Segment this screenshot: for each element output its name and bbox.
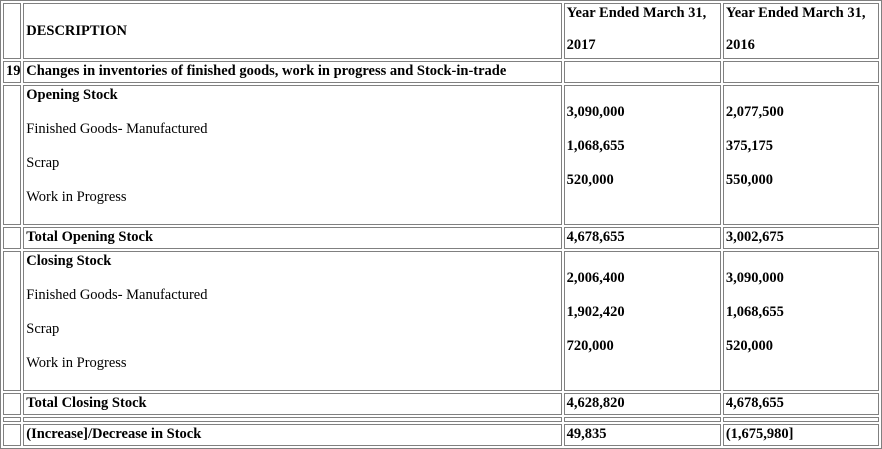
total-closing-num-cell (3, 393, 22, 415)
closing-2017-scrap: 1,902,420 (566, 304, 625, 320)
total-closing-label: Total Closing Stock (23, 393, 562, 415)
closing-heading: Closing Stock (26, 253, 112, 269)
closing-description: Closing Stock Finished Goods- Manufactur… (23, 251, 562, 391)
stock-change-2017: 49,835 (563, 424, 721, 446)
header-year-2017-line2: 2017 (566, 37, 596, 53)
opening-2017-scrap: 1,068,655 (566, 138, 625, 154)
closing-item-finished-goods: Finished Goods- Manufactured (26, 287, 208, 303)
separator-cell-4 (722, 417, 879, 422)
separator-row (3, 417, 879, 422)
closing-2017-wip: 720,000 (566, 338, 614, 354)
total-opening-num-cell (3, 227, 22, 249)
separator-cell-1 (3, 417, 22, 422)
stock-change-num-cell (3, 424, 22, 446)
opening-heading: Opening Stock (26, 87, 118, 103)
closing-values-2017: 2,006,400 1,902,420 720,000 (563, 251, 721, 391)
opening-values-2017: 3,090,000 1,068,655 520,000 (563, 85, 721, 225)
closing-2016-finished-goods: 3,090,000 (725, 270, 784, 286)
total-opening-2017: 4,678,655 (563, 227, 721, 249)
total-closing-2016: 4,678,655 (722, 393, 879, 415)
note-title-empty-2017 (563, 61, 721, 83)
header-description: DESCRIPTION (23, 3, 562, 59)
note-title: Changes in inventories of finished goods… (23, 61, 562, 83)
opening-num-cell (3, 85, 22, 225)
stock-change-label: (Increase]/Decrease in Stock (23, 424, 562, 446)
header-row: DESCRIPTION Year Ended March 31, 2017 Ye… (3, 3, 879, 59)
separator-cell-2 (23, 417, 562, 422)
closing-2016-scrap: 1,068,655 (725, 304, 784, 320)
opening-item-finished-goods: Finished Goods- Manufactured (26, 121, 208, 137)
opening-2016-scrap: 375,175 (725, 138, 773, 154)
header-num-cell (3, 3, 22, 59)
total-opening-2016: 3,002,675 (722, 227, 879, 249)
opening-2017-wip: 520,000 (566, 172, 614, 188)
total-closing-2017: 4,628,820 (563, 393, 721, 415)
closing-2016-wip: 520,000 (725, 338, 773, 354)
closing-values-2016: 3,090,000 1,068,655 520,000 (722, 251, 879, 391)
opening-2017-finished-goods: 3,090,000 (566, 104, 625, 120)
separator-cell-3 (563, 417, 721, 422)
closing-2017-finished-goods: 2,006,400 (566, 270, 625, 286)
header-year-2016-line2: 2016 (725, 37, 755, 53)
closing-num-cell (3, 251, 22, 391)
note-number: 19 (3, 61, 22, 83)
header-year-2017: Year Ended March 31, 2017 (563, 3, 721, 59)
opening-2016-wip: 550,000 (725, 172, 773, 188)
note-title-row: 19 Changes in inventories of finished go… (3, 61, 879, 83)
total-opening-label: Total Opening Stock (23, 227, 562, 249)
closing-item-wip: Work in Progress (26, 355, 127, 371)
note-title-empty-2016 (722, 61, 879, 83)
closing-item-scrap: Scrap (26, 321, 60, 337)
total-opening-row: Total Opening Stock 4,678,655 3,002,675 (3, 227, 879, 249)
opening-item-wip: Work in Progress (26, 189, 127, 205)
closing-stock-row: Closing Stock Finished Goods- Manufactur… (3, 251, 879, 391)
opening-values-2016: 2,077,500 375,175 550,000 (722, 85, 879, 225)
opening-2016-finished-goods: 2,077,500 (725, 104, 784, 120)
stock-change-row: (Increase]/Decrease in Stock 49,835 (1,6… (3, 424, 879, 446)
header-year-2017-line1: Year Ended March 31, (566, 5, 707, 21)
opening-item-scrap: Scrap (26, 155, 60, 171)
header-year-2016: Year Ended March 31, 2016 (722, 3, 879, 59)
opening-stock-row: Opening Stock Finished Goods- Manufactur… (3, 85, 879, 225)
header-year-2016-line1: Year Ended March 31, (725, 5, 866, 21)
stock-change-2016: (1,675,980] (722, 424, 879, 446)
opening-description: Opening Stock Finished Goods- Manufactur… (23, 85, 562, 225)
total-closing-row: Total Closing Stock 4,628,820 4,678,655 (3, 393, 879, 415)
